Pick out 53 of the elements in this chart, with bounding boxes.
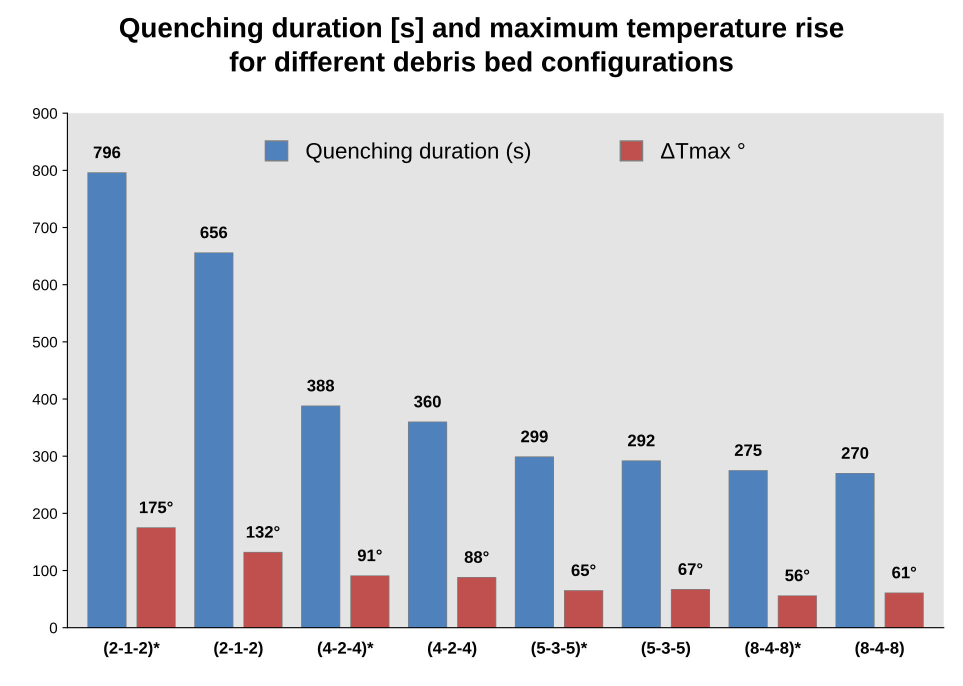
bar <box>622 460 661 628</box>
bar <box>136 527 176 628</box>
x-tick-label: (4-2-4)* <box>318 642 374 658</box>
data-label: 61° <box>892 566 916 578</box>
bar <box>408 422 448 628</box>
y-tick-label: 200 <box>32 508 58 520</box>
data-label: 388 <box>307 380 334 392</box>
data-label: 275 <box>734 444 762 456</box>
x-tick-label: (8-4-8)* <box>745 642 801 658</box>
bar <box>670 589 710 628</box>
data-label: 132° <box>246 526 280 538</box>
legend-label: ΔTmax ° <box>660 142 744 159</box>
y-tick-label: 300 <box>32 451 58 462</box>
data-label: 65° <box>572 564 596 576</box>
x-tick-label: (5-3-5) <box>642 642 690 658</box>
data-label: 656 <box>200 226 228 238</box>
data-label: 88° <box>464 551 489 563</box>
y-tick-label: 0 <box>50 622 58 634</box>
x-tick-label: (5-3-5)* <box>532 642 588 658</box>
bar <box>778 595 817 628</box>
legend-label: Quenching duration (s) <box>306 142 530 164</box>
bar <box>87 172 127 628</box>
x-tick-label: (4-2-4) <box>428 642 476 658</box>
y-tick-label: 600 <box>32 280 58 290</box>
y-tick-label: 400 <box>32 394 58 405</box>
y-tick-label: 800 <box>32 165 58 176</box>
x-tick-label: (2-1-2) <box>214 642 263 658</box>
bar <box>350 575 390 628</box>
bar <box>301 406 340 628</box>
y-tick-label: 100 <box>33 565 58 576</box>
data-label: 299 <box>521 430 548 442</box>
y-tick-label: 900 <box>32 108 58 119</box>
data-label: 360 <box>414 396 441 408</box>
bar <box>564 590 604 628</box>
bar <box>457 577 496 628</box>
data-label: 270 <box>842 447 868 459</box>
bar <box>835 472 875 628</box>
bar <box>884 592 924 628</box>
data-label: 175° <box>140 501 173 514</box>
x-tick-label: (8-4-8) <box>855 642 904 658</box>
x-tick-label: (2-1-2)* <box>104 642 160 658</box>
data-label: 292 <box>628 434 655 446</box>
y-tick-label: 500 <box>32 336 58 348</box>
bar <box>728 470 768 628</box>
data-label: 67° <box>678 563 702 575</box>
data-label: 91° <box>358 549 382 562</box>
chart-title: Quenching duration [s] and maximum temperature rise for different debris bed configurations <box>120 17 844 78</box>
data-label: 796 <box>94 146 120 158</box>
bar <box>243 552 283 628</box>
y-tick-label: 700 <box>32 222 58 234</box>
bar <box>194 252 234 628</box>
data-label: 56° <box>785 569 810 582</box>
bar <box>514 456 554 628</box>
